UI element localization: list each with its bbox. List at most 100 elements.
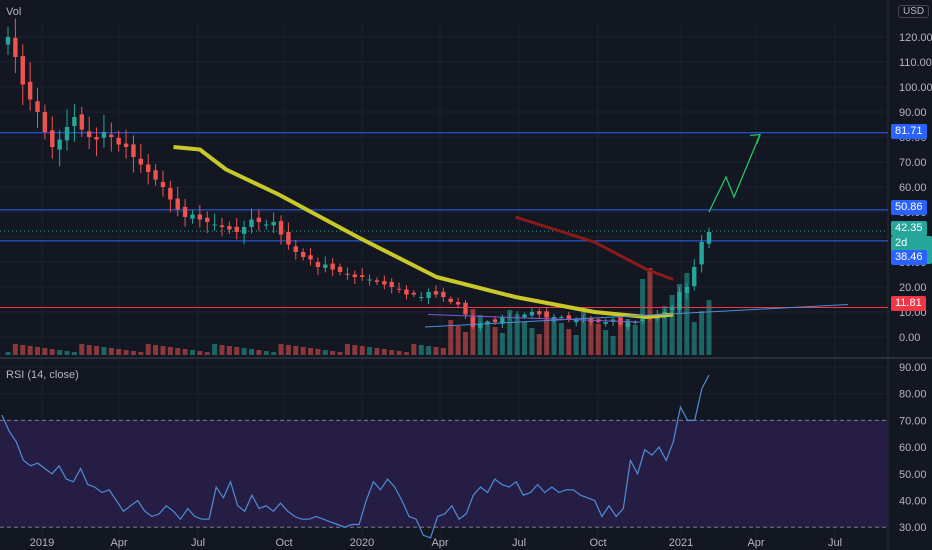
moving-averages [173, 145, 849, 328]
candle-body [315, 262, 321, 267]
rsi-tick-label: 40.00 [899, 496, 927, 508]
candle-body [566, 315, 571, 320]
volume-bar [35, 347, 41, 355]
volume-bar [684, 273, 690, 355]
candle-body [72, 117, 77, 127]
candle-body [352, 274, 358, 277]
volume-bar [396, 351, 402, 355]
trendline-lower [424, 304, 849, 328]
badge-38-46: 38.46 [891, 250, 927, 265]
candle-body [551, 317, 557, 319]
volume-bar [337, 352, 343, 355]
volume-bar [536, 334, 542, 355]
volume-bar [477, 315, 483, 355]
candle-body [27, 81, 33, 100]
candles [5, 18, 712, 332]
price-tick-label: 60.00 [899, 182, 927, 194]
volume-bar [544, 311, 550, 355]
volume-bar [130, 351, 136, 355]
volume-bar [79, 344, 85, 355]
candle-body [419, 297, 424, 298]
projection-arrowhead [749, 133, 761, 144]
time-tick-label: Oct [275, 537, 292, 549]
volume-bar [49, 349, 55, 355]
candle-body [300, 252, 306, 257]
candle-body [57, 139, 62, 150]
volume-bar [20, 345, 26, 355]
volume-bar [12, 344, 18, 355]
candle-body [669, 307, 675, 311]
candle-body [190, 214, 195, 219]
horizontal-levels [0, 132, 888, 308]
candle-body [692, 267, 697, 287]
candle-body [463, 302, 468, 315]
candle-body [160, 182, 166, 187]
volume-bar [256, 350, 262, 355]
candle-body [470, 317, 476, 327]
badge-50-86: 50.86 [891, 200, 927, 215]
volume-bar [116, 349, 122, 355]
rsi-pane [0, 374, 888, 539]
candle-body [146, 164, 151, 172]
candle-body [323, 264, 328, 268]
price-tick-label: 110.00 [899, 57, 932, 69]
candle-body [699, 242, 704, 265]
candle-body [573, 319, 579, 323]
candle-body [5, 37, 11, 45]
candle-body [359, 275, 365, 277]
volume-bar [706, 300, 712, 355]
volume-bar [212, 344, 218, 355]
candle-body [522, 314, 527, 318]
rsi-line [1, 374, 710, 539]
candle-body [411, 292, 417, 295]
candle-body [234, 226, 239, 232]
candle-body [227, 226, 232, 230]
time-tick-label: 2021 [669, 537, 693, 549]
badge-11-81: 11.81 [891, 296, 926, 311]
candle-body [116, 137, 121, 145]
rsi-band [0, 420, 888, 528]
badge-last-price: 42.35 [891, 221, 927, 236]
volume-bar [676, 284, 682, 355]
yellow-moving-average [173, 145, 674, 319]
rsi-tick-label: 50.00 [899, 469, 927, 481]
candle-body [529, 312, 535, 316]
candle-body [559, 317, 564, 318]
price-tick-label: 90.00 [899, 107, 927, 119]
candle-body [684, 287, 690, 293]
candle-body [537, 311, 542, 315]
candle-body [374, 280, 380, 282]
volume-bar [160, 346, 166, 355]
volume-bar [86, 345, 92, 355]
time-tick-label: 2019 [30, 537, 54, 549]
volume-bar [263, 351, 269, 355]
candle-body [544, 311, 549, 317]
volume-bar [499, 333, 505, 355]
candle-body [625, 322, 631, 328]
volume-bar [234, 347, 240, 355]
volume-bar [189, 350, 195, 355]
volume-bar [94, 346, 100, 355]
volume-bar [448, 320, 454, 355]
candle-body [219, 225, 225, 227]
volume-bar [625, 319, 631, 355]
volume-bar [138, 352, 144, 355]
volume-bar [330, 351, 336, 355]
volume-bar [352, 345, 358, 355]
volume-bar [322, 350, 328, 355]
volume-bar [411, 344, 417, 355]
volume-bar [669, 295, 675, 355]
volume-bar [603, 330, 609, 355]
volume-bar [573, 335, 579, 355]
trendline-upper [427, 314, 641, 323]
badge-81-71: 81.71 [891, 124, 927, 139]
currency-button[interactable]: USD [898, 5, 930, 18]
volume-bar [514, 316, 520, 355]
volume-bar [226, 346, 232, 355]
volume-bar [308, 348, 314, 355]
volume-bar [182, 349, 188, 355]
candle-body [633, 322, 638, 323]
volume-bar [204, 352, 210, 355]
rsi-tick-label: 60.00 [899, 442, 927, 454]
